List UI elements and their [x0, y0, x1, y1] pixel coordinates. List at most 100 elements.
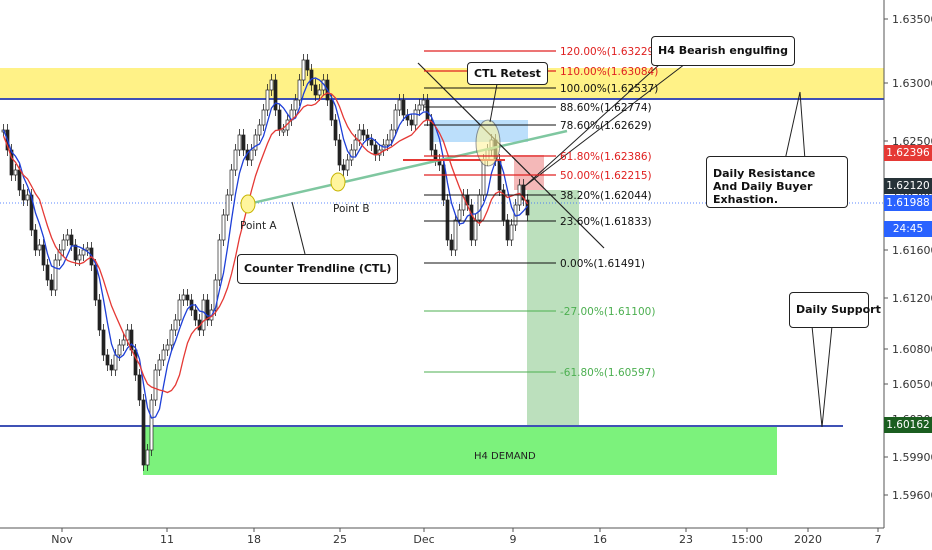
candle-body: [273, 79, 278, 111]
candle-body: [77, 254, 82, 261]
candle-body: [41, 244, 46, 266]
candle-body: [45, 264, 50, 281]
candle-body: [157, 359, 162, 371]
candle-body: [169, 329, 174, 346]
fib-label: 100.00%(1.62537): [560, 83, 658, 95]
x-tick-label: 9: [510, 533, 517, 546]
candle-body: [261, 109, 266, 126]
candle-body: [361, 129, 366, 136]
point-b-label: Point B: [333, 203, 370, 215]
ma-slow-line: [2, 92, 529, 394]
candle-body: [225, 194, 230, 216]
candle-body: [281, 129, 286, 133]
candle-body: [13, 169, 18, 176]
price-tag: 1.62120: [884, 178, 932, 194]
point-b-marker: [330, 172, 346, 192]
candle-body: [141, 399, 146, 466]
candle-body: [161, 349, 166, 361]
candle-body: [501, 189, 506, 221]
fib-label: -27.00%(1.61100): [560, 306, 655, 318]
candle-body: [269, 79, 274, 91]
candle-body: [57, 249, 62, 261]
drawings-layer: [240, 62, 833, 428]
candle-body: [185, 294, 190, 301]
candle-body: [309, 69, 314, 86]
candle-body: [417, 104, 422, 111]
candle-body: [65, 234, 70, 241]
engulfing-pointer: [524, 63, 686, 187]
candle-body: [409, 119, 414, 126]
y-tick-label: 1.61600: [892, 244, 932, 257]
candle-body: [305, 59, 310, 71]
candle-body: [509, 224, 514, 241]
point-a-marker: [240, 194, 256, 214]
h4-demand-label: H4 DEMAND: [474, 451, 536, 462]
grid-layer: [0, 98, 884, 427]
candle-body: [217, 239, 222, 281]
candle-body: [53, 259, 58, 291]
counter-trendline: [247, 129, 568, 206]
candle-body: [105, 354, 110, 366]
candle-body: [313, 84, 318, 96]
candle-body: [81, 249, 86, 256]
candle-body: [389, 129, 394, 141]
fib-label: -61.80%(1.60597): [560, 367, 655, 379]
resistance-zone: [0, 68, 884, 100]
price-tag: 24:45: [884, 221, 932, 237]
candle-body: [25, 194, 30, 201]
y-tick-label: 1.59600: [892, 489, 932, 502]
x-tick-label: Nov: [51, 533, 73, 546]
candle-body: [137, 374, 142, 401]
y-tick-label: 1.59900: [892, 451, 932, 464]
candle-body: [397, 99, 402, 111]
price-tag: 1.61988: [884, 195, 932, 211]
candle-body: [337, 139, 342, 166]
y-tick-label: 1.60800: [892, 343, 932, 356]
candle-body: [373, 144, 378, 156]
candle-body: [17, 169, 22, 191]
fib-label: 38.20%(1.62044): [560, 190, 652, 202]
ctl-callout: Counter Trendline (CTL): [237, 254, 399, 284]
candle-body: [113, 354, 118, 371]
candle-body: [165, 344, 170, 351]
candle-body: [329, 99, 334, 121]
candle-body: [33, 229, 38, 251]
candle-body: [69, 234, 74, 246]
candle-body: [277, 109, 282, 131]
candle-body: [213, 279, 218, 311]
candle-body: [297, 79, 302, 101]
candle-body: [221, 214, 226, 241]
candle-body: [429, 119, 434, 151]
candle-body: [125, 329, 130, 341]
candle-body: [153, 369, 158, 401]
candle-body: [253, 134, 258, 151]
candle-body: [257, 124, 262, 136]
ctl-pointer: [291, 201, 306, 255]
y-tick-label: 1.62500: [892, 135, 932, 148]
candle-body: [293, 99, 298, 111]
candle-body: [421, 99, 426, 106]
x-tick-label: 2020: [794, 533, 822, 546]
candle-body: [173, 319, 178, 331]
fib-levels-layer: 120.00%(1.63229) 110.00%(1.63084) 100.00%(…: [424, 46, 658, 379]
candle-body: [37, 244, 42, 251]
x-tick-label: Dec: [413, 533, 434, 546]
price-tag: 1.62396: [884, 145, 932, 161]
candle-body: [121, 339, 126, 346]
candle-body: [457, 209, 462, 221]
candle-body: [265, 89, 270, 111]
candle-body: [193, 309, 198, 321]
candle-body: [61, 239, 66, 251]
x-tick-label: 18: [247, 533, 261, 546]
candle-body: [97, 299, 102, 331]
candle-body: [109, 364, 114, 371]
candle-body: [233, 149, 238, 171]
candle-body: [93, 264, 98, 301]
candle-body: [301, 59, 306, 81]
resistance-pointer: [784, 91, 806, 161]
h4-engulfing-callout: H4 Bearish engulfing: [651, 36, 795, 66]
x-tick-label: 7: [875, 533, 882, 546]
candle-body: [449, 239, 454, 251]
candle-body: [85, 247, 90, 251]
